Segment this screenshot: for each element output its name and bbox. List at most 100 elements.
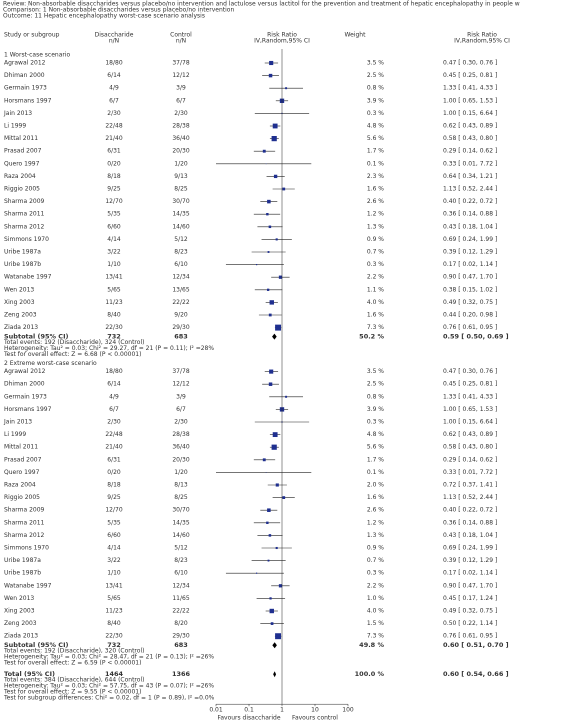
note: Heterogeneity: Tau² = 0.03; Chi² = 29.27… <box>4 345 214 352</box>
risk-ratio: 0.29 [ 0.14, 0.62 ] <box>443 456 497 463</box>
weight: 3.9 % <box>367 97 384 104</box>
control-events: 11/65 <box>172 595 189 602</box>
control-events: 12/34 <box>172 274 189 281</box>
control-events: 29/30 <box>172 324 189 331</box>
study-name: Subtotal (95% CI) <box>4 333 68 341</box>
weight: 4.0 % <box>367 299 384 306</box>
disaccharide-events: 5/35 <box>107 211 121 218</box>
note: Test for overall effect: Z = 6.59 (P < 0… <box>3 660 141 667</box>
study-name: Mittal 2011 <box>4 444 38 451</box>
risk-ratio: 0.43 [ 0.18, 1.04 ] <box>443 223 497 230</box>
control-events: 12/34 <box>172 582 189 589</box>
disaccharide-events: 1/10 <box>107 261 121 268</box>
control-events: 5/12 <box>174 545 188 552</box>
column-header: Risk Ratio <box>267 32 297 39</box>
effect-square <box>271 444 277 450</box>
control-events: 1366 <box>172 670 191 678</box>
disaccharide-events: 2/30 <box>107 419 121 426</box>
study-name: Dhiman 2000 <box>4 381 45 388</box>
control-events: 3/9 <box>176 393 186 400</box>
disaccharide-events: 9/25 <box>107 186 121 193</box>
risk-ratio: 0.17 [ 0.02, 1.14 ] <box>443 261 497 268</box>
control-events: 12/12 <box>172 381 189 388</box>
weight: 3.9 % <box>367 406 384 413</box>
disaccharide-events: 11/23 <box>105 299 122 306</box>
risk-ratio: 1.33 [ 0.41, 4.33 ] <box>443 85 497 92</box>
study-name: Quero 1997 <box>4 160 40 167</box>
study-name: Sharma 2011 <box>4 519 45 526</box>
risk-ratio: 0.90 [ 0.47, 1.70 ] <box>443 582 497 589</box>
control-events: 8/13 <box>174 482 188 489</box>
effect-square <box>270 622 274 625</box>
study-name: Sharma 2011 <box>4 211 45 218</box>
risk-ratio: 0.72 [ 0.37, 1.41 ] <box>443 482 497 489</box>
study-name: Subtotal (95% CI) <box>4 641 68 649</box>
disaccharide-events: 22/30 <box>105 324 122 331</box>
study-name: Wen 2013 <box>4 595 34 602</box>
study-name: Germain 1973 <box>4 85 47 92</box>
control-events: 9/13 <box>174 173 188 180</box>
weight: 0.8 % <box>367 85 384 92</box>
risk-ratio: 0.45 [ 0.25, 0.81 ] <box>443 381 497 388</box>
risk-ratio: 0.58 [ 0.43, 0.80 ] <box>443 135 497 142</box>
effect-square <box>275 324 282 331</box>
weight: 2.6 % <box>367 198 384 205</box>
risk-ratio: 1.00 [ 0.15, 6.64 ] <box>443 419 497 426</box>
weight: 0.3 % <box>367 570 384 577</box>
risk-ratio: 0.36 [ 0.14, 0.88 ] <box>443 519 497 526</box>
comparison-title: Comparison: 1 Non-absorbable disaccharid… <box>3 7 234 14</box>
effect-square <box>268 313 272 317</box>
disaccharide-events: 1464 <box>105 670 124 678</box>
risk-ratio: 0.29 [ 0.14, 0.62 ] <box>443 148 497 155</box>
disaccharide-events: 12/70 <box>105 198 122 205</box>
study-name: Sharma 2012 <box>4 223 45 230</box>
study-name: Horsmans 1997 <box>4 406 52 413</box>
control-events: 1/20 <box>174 469 188 476</box>
note: Total events: 192 (Disaccharide), 324 (C… <box>3 339 144 346</box>
disaccharide-events: 1/10 <box>107 570 121 577</box>
disaccharide-events: 4/14 <box>107 545 121 552</box>
control-events: 28/38 <box>172 123 189 130</box>
weight: 0.7 % <box>367 557 384 564</box>
control-events: 22/22 <box>172 608 189 615</box>
disaccharide-events: 21/40 <box>105 135 122 142</box>
study-name: Mittal 2011 <box>4 135 38 142</box>
study-name: Uribe 1987b <box>4 570 41 577</box>
risk-ratio: 0.33 [ 0.01, 7.72 ] <box>443 160 497 167</box>
control-events: 36/40 <box>172 444 189 451</box>
axis-label: Favours control <box>292 715 338 722</box>
control-events: 12/12 <box>172 72 189 79</box>
disaccharide-events: 3/22 <box>107 249 121 256</box>
study-name: Ziada 2013 <box>4 633 38 640</box>
control-events: 8/20 <box>174 620 188 627</box>
study-name: Uribe 1987b <box>4 261 41 268</box>
study-name: Raza 2004 <box>4 173 36 180</box>
disaccharide-events: 6/31 <box>107 456 121 463</box>
disaccharide-events: 9/25 <box>107 494 121 501</box>
study-name: Agrawal 2012 <box>4 60 46 67</box>
effect-square <box>282 496 286 499</box>
weight: 2.3 % <box>367 173 384 180</box>
effect-square <box>269 608 274 614</box>
disaccharide-events: 4/9 <box>109 85 119 92</box>
control-events: 37/78 <box>172 368 189 375</box>
study-name: Simmons 1970 <box>4 236 49 243</box>
disaccharide-events: 11/23 <box>105 608 122 615</box>
weight: 7.3 % <box>367 633 384 640</box>
effect-square <box>272 432 278 438</box>
study-name: Sharma 2012 <box>4 532 45 539</box>
control-events: 6/10 <box>174 261 188 268</box>
risk-ratio: 0.60 [ 0.51, 0.70 ] <box>443 641 509 649</box>
risk-ratio: 0.36 [ 0.14, 0.88 ] <box>443 211 497 218</box>
effect-square <box>267 199 271 204</box>
weight: 3.5 % <box>367 368 384 375</box>
disaccharide-events: 0/20 <box>107 469 121 476</box>
control-events: 2/30 <box>174 110 188 117</box>
risk-ratio: 0.76 [ 0.61, 0.95 ] <box>443 633 497 640</box>
risk-ratio: 0.47 [ 0.30, 0.76 ] <box>443 60 497 67</box>
disaccharide-events: 22/48 <box>105 431 122 438</box>
weight: 50.2 % <box>359 333 384 341</box>
control-events: 14/35 <box>172 519 189 526</box>
column-header: IV,Random,95% CI <box>254 38 310 45</box>
note: Total events: 192 (Disaccharide), 320 (C… <box>3 648 144 655</box>
